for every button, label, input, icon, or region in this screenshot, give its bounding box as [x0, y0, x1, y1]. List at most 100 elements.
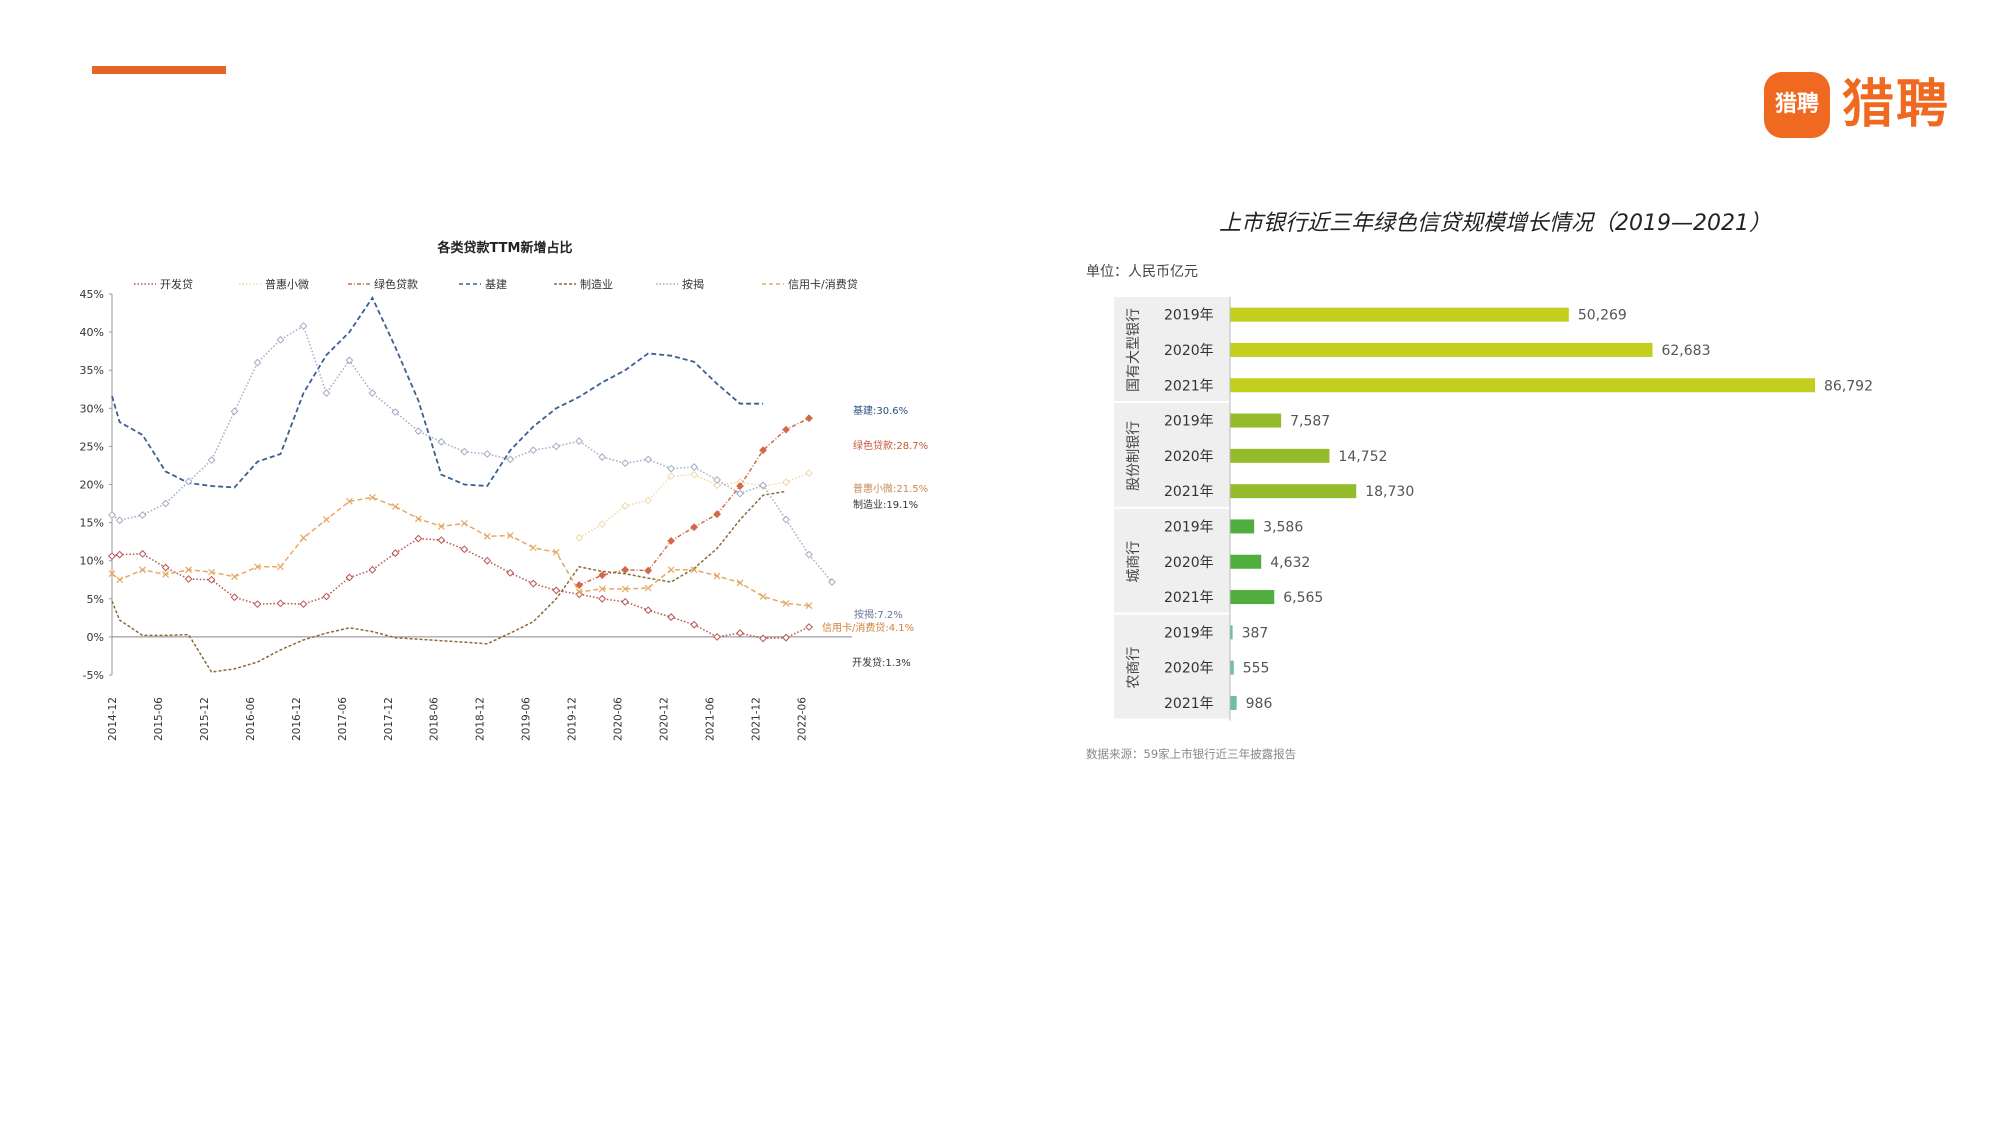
data-point [277, 563, 284, 571]
end-label-5: 按揭:7.2% [854, 608, 903, 621]
series-0 [108, 534, 813, 643]
data-point [805, 550, 813, 559]
data-point [323, 516, 330, 523]
data-point [759, 481, 767, 490]
data-point [437, 536, 446, 545]
data-point [529, 544, 537, 552]
data-point [667, 464, 676, 473]
group-band [1114, 508, 1230, 613]
bar [1230, 342, 1653, 357]
legend-label-4: 制造业 [580, 277, 613, 291]
data-point [345, 573, 354, 582]
bar-value-label: 7,587 [1290, 414, 1330, 430]
data-point [667, 472, 676, 481]
data-point [782, 478, 790, 487]
y-tick-label: 0% [87, 631, 104, 644]
legend-item-1: 普惠小微 [239, 277, 309, 291]
y-tick-label: 40% [80, 326, 104, 339]
data-point [759, 446, 767, 455]
data-point [322, 389, 331, 397]
data-point [713, 510, 722, 519]
bar-chart-svg: 上市银行近三年绿色信贷规模增长情况（2019—2021） 单位：人民币亿元国有大型… [1086, 211, 1873, 761]
data-point [782, 599, 790, 607]
bar-value-label: 6,565 [1283, 590, 1323, 606]
y-tick-label: 10% [80, 555, 104, 568]
bar [1230, 307, 1569, 322]
data-point [437, 522, 445, 530]
data-point [161, 499, 170, 508]
data-point [598, 571, 607, 580]
series-line-2 [578, 417, 810, 586]
data-point [108, 552, 116, 561]
legend-label-1: 普惠小微 [265, 277, 309, 291]
x-tick-label: 2020-06 [613, 697, 625, 741]
x-tick-label: 2019-12 [567, 697, 579, 741]
bar-year-label: 2020年 [1164, 343, 1214, 359]
bar-chart: 上市银行近三年绿色信贷规模增长情况（2019—2021） 单位：人民币亿元 国有大型… [1070, 196, 1970, 796]
data-point [506, 568, 515, 577]
data-point [299, 322, 308, 330]
legend-item-4: 制造业 [554, 277, 613, 291]
data-point [460, 447, 469, 456]
bar [1230, 695, 1237, 710]
data-point [139, 566, 147, 574]
data-point [598, 453, 607, 461]
bar-value-label: 387 [1242, 625, 1269, 641]
legend-label-5: 按揭 [682, 277, 704, 291]
bar-chart-title: 上市银行近三年绿色信贷规模增长情况（2019—2021） [1219, 211, 1771, 236]
end-label-2: 绿色贷款:28.7% [853, 439, 928, 452]
data-point [483, 450, 492, 458]
y-tick-label: 20% [80, 479, 104, 492]
data-point [805, 623, 813, 631]
data-point [690, 566, 698, 574]
data-point [690, 523, 699, 532]
end-label-1: 普惠小微:21.5% [853, 482, 928, 495]
data-point [300, 534, 307, 542]
series-3 [111, 295, 764, 489]
data-point [414, 534, 423, 543]
y-tick-label: 35% [80, 364, 104, 377]
bar-year-label: 2020年 [1164, 661, 1214, 677]
y-tick-label: 25% [80, 440, 104, 453]
data-point [346, 497, 353, 505]
bar-year-label: 2021年 [1164, 696, 1214, 712]
x-tick-label: 2021-06 [704, 697, 716, 741]
x-tick-label: 2016-06 [245, 697, 257, 741]
bar [1230, 554, 1262, 569]
bar-year-label: 2020年 [1164, 449, 1214, 465]
data-point [667, 536, 676, 545]
bar-year-label: 2021年 [1164, 590, 1214, 606]
logo-text: 猎聘 [1842, 75, 1951, 135]
data-point [598, 520, 607, 529]
data-point [391, 503, 399, 511]
data-point [575, 588, 583, 596]
data-point [621, 501, 630, 510]
bar [1230, 484, 1357, 499]
series-2 [575, 414, 813, 589]
legend-item-5: 按揭 [656, 277, 704, 291]
bar-year-label: 2021年 [1164, 378, 1214, 394]
logo-badge-text: 猎聘 [1774, 92, 1819, 117]
data-point [253, 600, 262, 609]
legend-label-0: 开发贷 [160, 277, 193, 291]
data-point [552, 442, 561, 451]
group-band [1114, 614, 1230, 719]
unit-label: 单位：人民币亿元 [1086, 264, 1198, 280]
group-2: 城商行 2019年 3,586 2020年 4,632 2021年 6,565 [1114, 508, 1323, 613]
data-point [552, 586, 561, 595]
data-point [483, 556, 492, 565]
data-point [621, 585, 629, 593]
x-tick-label: 2018-06 [429, 697, 441, 741]
data-point [736, 489, 744, 498]
data-point [230, 593, 239, 602]
bar-value-label: 555 [1243, 661, 1270, 677]
x-tick-label: 2017-12 [383, 697, 395, 741]
y-tick-label: 45% [80, 288, 104, 301]
data-point [253, 358, 262, 367]
bar-year-label: 2021年 [1164, 484, 1214, 500]
data-point [207, 456, 216, 465]
x-tick-label: 2017-06 [337, 697, 349, 741]
source-label: 数据来源：59家上市银行近三年披露报告 [1086, 747, 1296, 761]
data-point [667, 566, 675, 574]
